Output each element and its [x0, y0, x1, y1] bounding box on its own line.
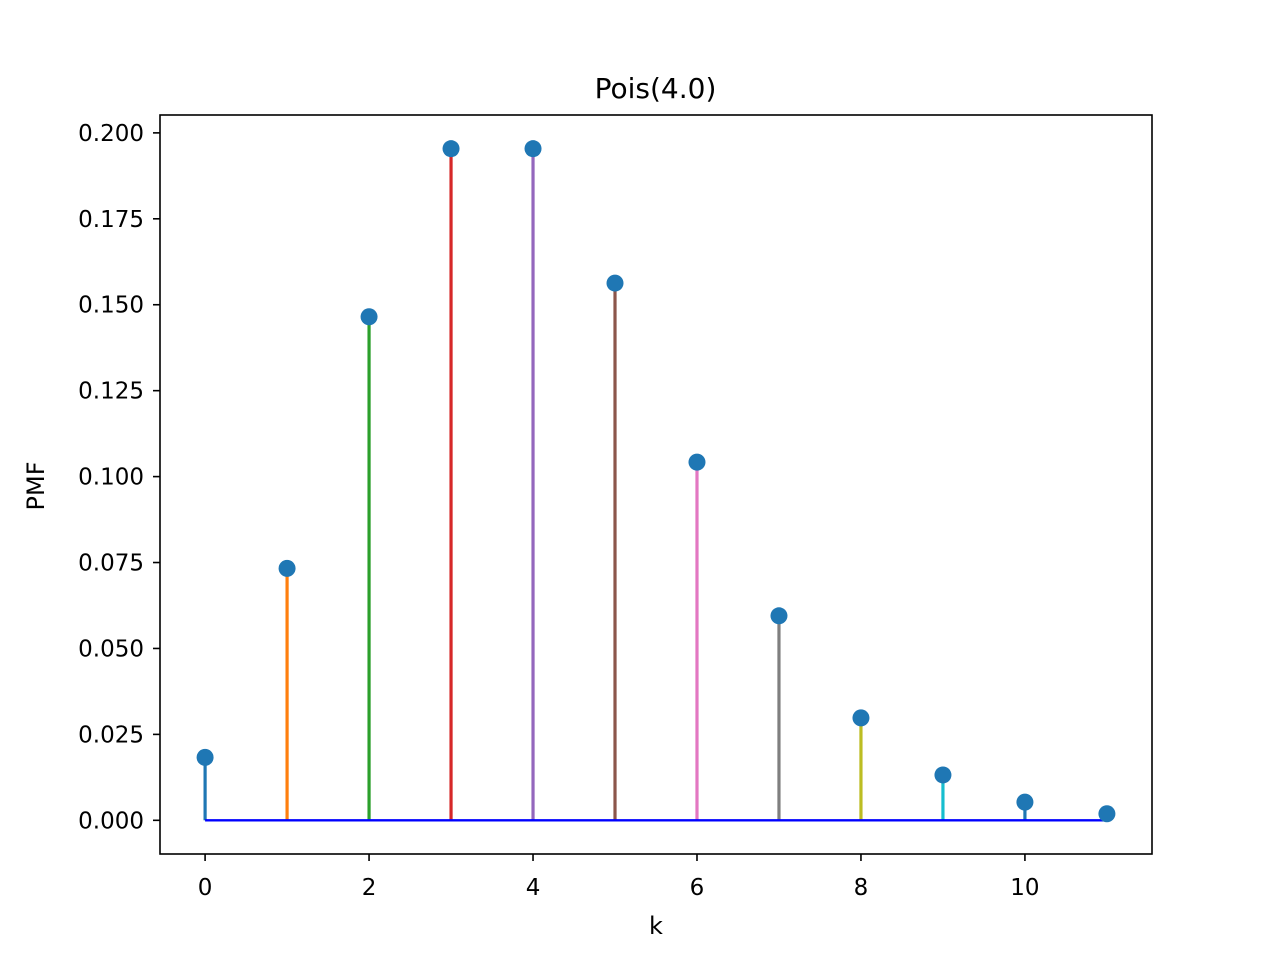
plot-frame: [159, 114, 1153, 855]
data-point: [852, 709, 870, 727]
y-tick-label: 0.175: [78, 207, 144, 233]
y-axis-ticks: 0.000 0.025 0.050 0.075 0.100 0.125 0.150 0.175…: [78, 121, 160, 834]
y-tick-label: 0.075: [78, 551, 144, 577]
data-point: [688, 453, 706, 471]
y-tick-label: 0.050: [78, 636, 144, 662]
y-tick-label: 0.125: [78, 379, 144, 405]
data-point: [196, 748, 214, 766]
y-tick-label: 0.150: [78, 293, 144, 319]
data-point: [1098, 805, 1116, 823]
stems-layer: [203, 148, 1109, 822]
x-tick-label: 8: [854, 875, 869, 901]
data-point: [770, 607, 788, 625]
y-tick-label: 0.000: [78, 808, 144, 834]
y-axis-label: PMF: [22, 462, 50, 511]
y-tick-label: 0.025: [78, 722, 144, 748]
data-point: [360, 308, 378, 326]
y-tick-label: 0.100: [78, 465, 144, 491]
data-point: [524, 140, 542, 158]
y-tick-label: 0.200: [78, 121, 144, 147]
data-point: [934, 766, 952, 784]
x-tick-label: 6: [690, 875, 705, 901]
x-tick-label: 0: [198, 875, 213, 901]
chart-title: Pois(4.0): [595, 72, 717, 105]
data-point: [1016, 793, 1034, 811]
data-point: [278, 559, 296, 577]
data-point: [606, 274, 624, 292]
x-axis-label: k: [649, 912, 663, 940]
markers-layer: [196, 140, 1116, 823]
x-tick-label: 4: [526, 875, 541, 901]
x-tick-label: 2: [362, 875, 377, 901]
x-axis-ticks: 0 2 4 6 8 10: [198, 854, 1040, 901]
data-point: [442, 140, 460, 158]
x-tick-label: 10: [1010, 875, 1039, 901]
